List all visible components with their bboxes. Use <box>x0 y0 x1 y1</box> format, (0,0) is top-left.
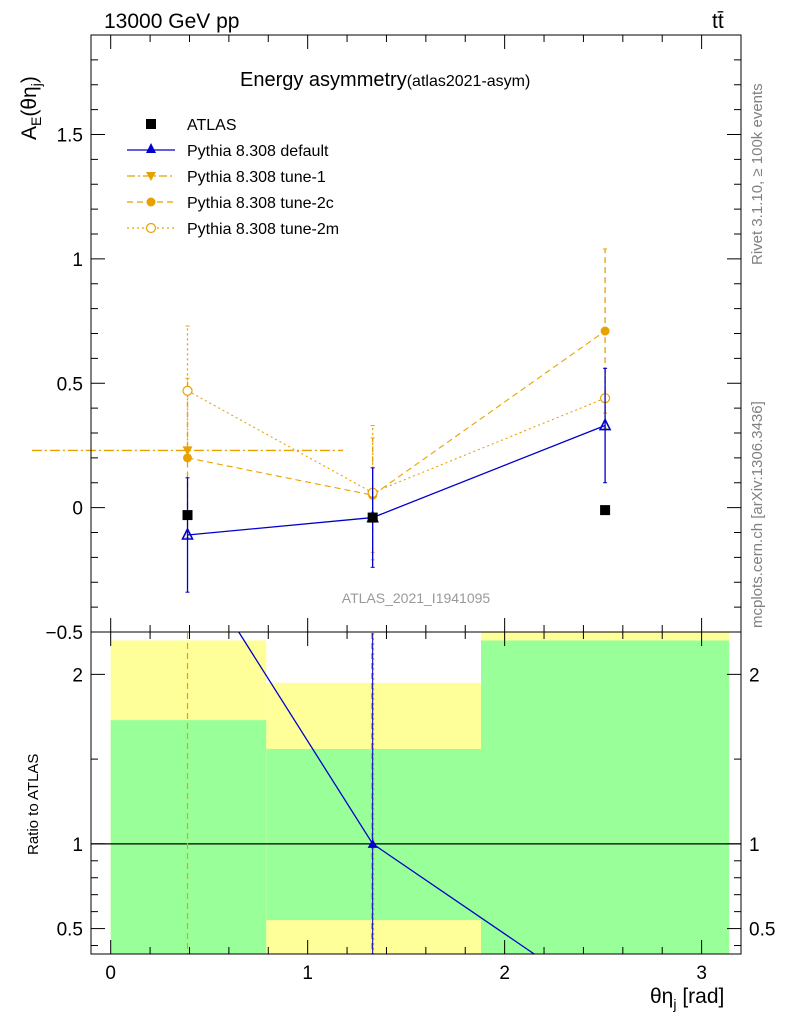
series-pythia-8-308-default <box>181 367 612 593</box>
ratio-frame <box>90 631 742 955</box>
legend-marker <box>145 222 157 234</box>
ratio-x-tick-label: 3 <box>696 963 707 984</box>
main-panel: Energy asymmetry(atlas2021-asym) ATLAS_2… <box>18 34 742 644</box>
legend-entry: ATLAS <box>146 117 237 134</box>
legend-label: Pythia 8.308 tune-1 <box>187 169 326 186</box>
main-y-tick-label: 0 <box>72 499 83 520</box>
ratio-y-tick-label: 2 <box>72 665 83 686</box>
data-point <box>600 505 611 516</box>
legend-entry: Pythia 8.308 tune-2c <box>127 195 334 212</box>
main-y-tick-label: 1 <box>72 250 83 271</box>
series-atlas <box>182 505 611 523</box>
data-point <box>181 527 194 540</box>
main-title: Energy asymmetry(atlas2021-asym) <box>240 69 530 91</box>
ratio-inner-band <box>110 720 267 954</box>
main-y-axis-label: AE(θηj) <box>18 76 44 140</box>
legend-marker <box>146 172 156 181</box>
main-y-tick-label: 1.5 <box>57 126 83 147</box>
data-point <box>182 446 193 456</box>
legend-marker <box>146 197 156 207</box>
data-point <box>182 385 193 396</box>
ratio-x-tick-label: 0 <box>105 963 116 984</box>
legend-label: Pythia 8.308 default <box>187 143 329 160</box>
legend-label: ATLAS <box>187 117 237 134</box>
main-title-suffix: (atlas2021-asym) <box>407 73 531 90</box>
ratio-panel: 0.5 0.5 1 1 2 2 0 1 2 3 Ratio to ATLAS θηj [rad] <box>25 631 775 1012</box>
main-title-text: Energy asymmetry <box>240 69 407 91</box>
series-pythia-8-308-tune-1 <box>31 446 344 456</box>
legend-marker <box>146 119 156 129</box>
ratio-default-marker <box>367 838 378 848</box>
watermark-label: ATLAS_2021_I1941095 <box>342 590 491 606</box>
legend: ATLAS Pythia 8.308 default Pythia 8.308 tu… <box>127 117 339 238</box>
data-point <box>600 326 610 336</box>
legend-entry: Pythia 8.308 default <box>127 143 329 160</box>
ratio-y-tick-label: 1 <box>72 835 83 856</box>
series-pythia-8-308-tune-2c <box>183 248 610 553</box>
ratio-y-axis-label: Ratio to ATLAS <box>25 754 42 855</box>
ratio-x-tick-label: 1 <box>302 963 313 984</box>
mcplots-label: mcplots.cern.ch [arXiv:1306.3436] <box>749 401 766 628</box>
data-point <box>598 417 612 431</box>
legend-label: Pythia 8.308 tune-2c <box>187 195 334 212</box>
rivet-version-label: Rivet 3.1.10, ≥ 100k events <box>749 83 766 265</box>
ratio-x-axis-label: θηj [rad] <box>650 985 724 1012</box>
series-pythia-8-308-tune-2m <box>182 325 611 561</box>
legend-entry: Pythia 8.308 tune-1 <box>127 169 326 186</box>
header-energy-label: 13000 GeV pp <box>104 10 239 33</box>
main-y-tick-label: 0.5 <box>57 374 83 395</box>
ratio-y-tick-label-right: 2 <box>749 665 760 686</box>
data-point <box>182 510 193 521</box>
ratio-y-tick-label: 0.5 <box>57 920 83 941</box>
legend-label: Pythia 8.308 tune-2m <box>187 221 339 238</box>
header-process-label: tt̄ <box>712 10 724 33</box>
series-line <box>187 424 606 536</box>
ratio-inner-band <box>481 640 730 954</box>
legend-marker <box>146 143 156 153</box>
data-point <box>367 512 378 523</box>
data-point <box>183 453 193 463</box>
ratio-y-tick-label-right: 0.5 <box>749 920 775 941</box>
ratio-x-tick-label: 2 <box>499 963 510 984</box>
series-line <box>187 390 606 494</box>
legend-entry: Pythia 8.308 tune-2m <box>127 221 339 238</box>
series-line <box>187 330 606 496</box>
main-y-tick-label: −0.5 <box>45 623 83 644</box>
ratio-y-tick-label-right: 1 <box>749 835 760 856</box>
